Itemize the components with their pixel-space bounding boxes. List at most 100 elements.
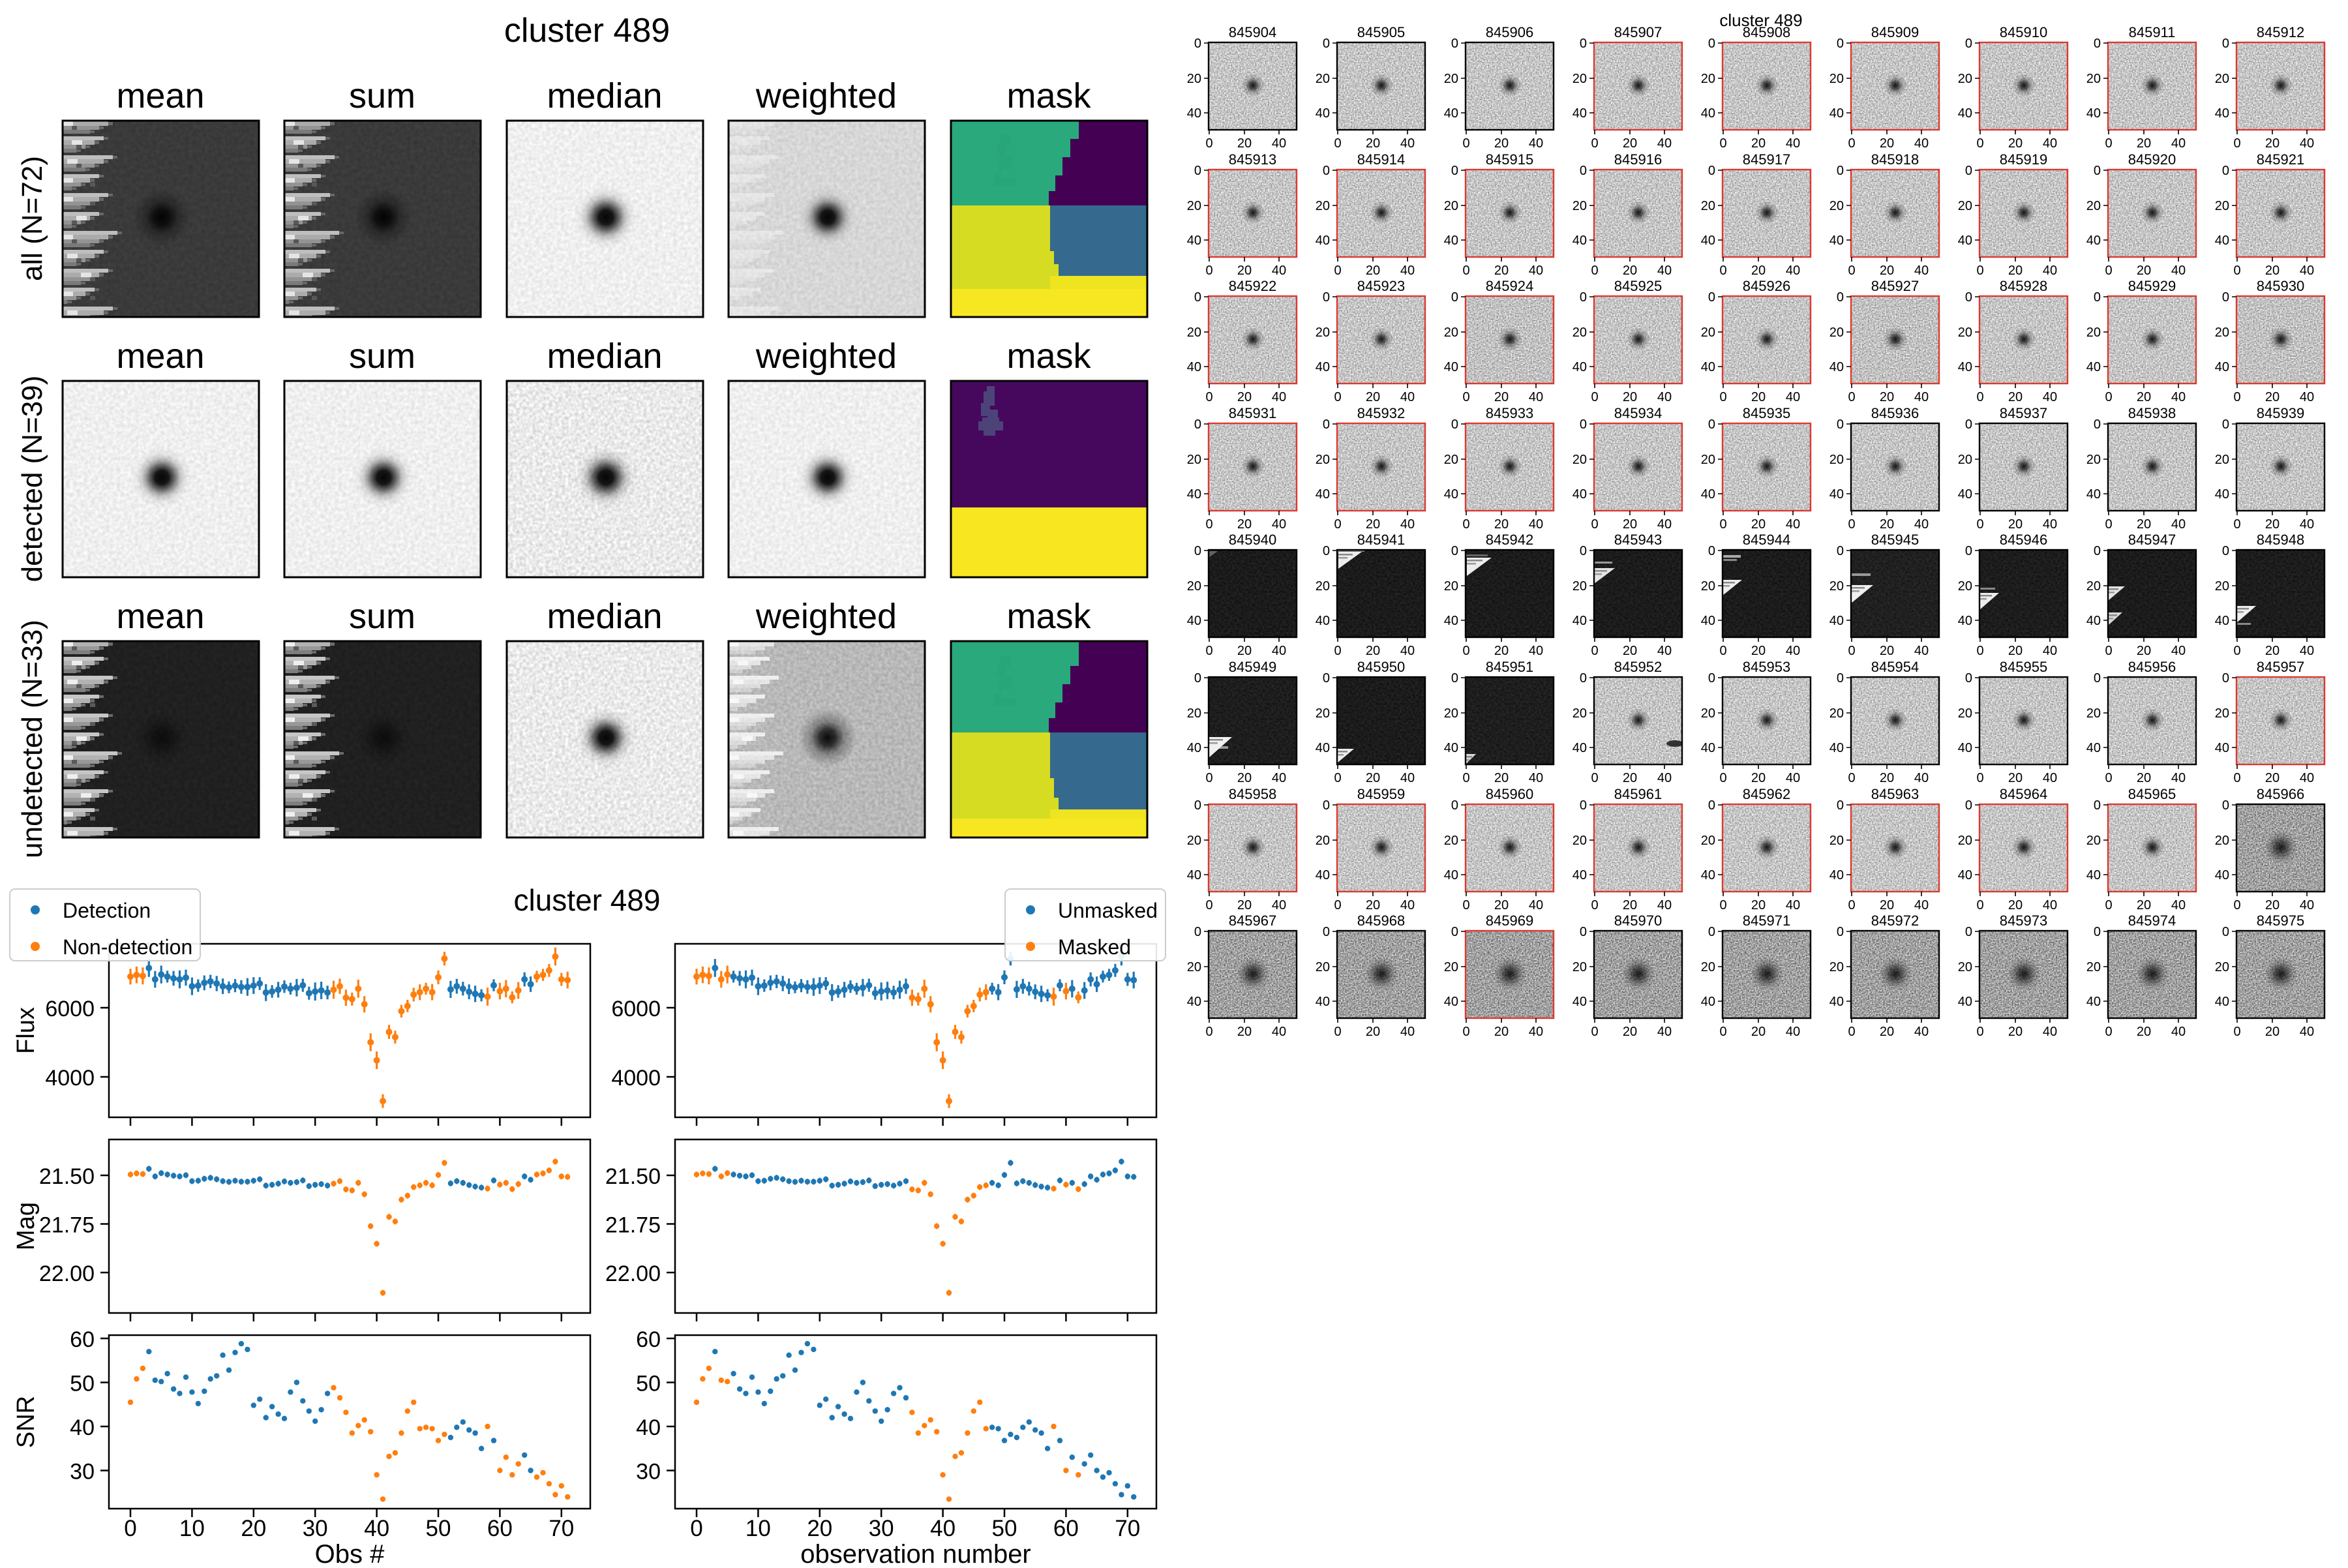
svg-text:mask: mask: [1006, 337, 1091, 376]
svg-text:40: 40: [1829, 106, 1844, 121]
svg-text:0: 0: [1848, 264, 1855, 278]
svg-text:40: 40: [2300, 390, 2314, 404]
svg-text:40: 40: [1400, 264, 1415, 278]
svg-text:845964: 845964: [2000, 786, 2047, 802]
svg-text:20: 20: [1958, 834, 1972, 848]
svg-text:20: 20: [1494, 264, 1509, 278]
svg-text:0: 0: [1451, 164, 1458, 178]
svg-text:845974: 845974: [2128, 912, 2176, 929]
svg-text:40: 40: [1444, 614, 1458, 628]
svg-text:60: 60: [70, 1327, 95, 1352]
svg-text:40: 40: [1958, 995, 1972, 1009]
svg-text:20: 20: [1829, 834, 1844, 848]
svg-text:0: 0: [2105, 136, 2112, 151]
svg-text:845917: 845917: [1743, 151, 1790, 168]
svg-text:40: 40: [1958, 487, 1972, 502]
svg-text:40: 40: [2215, 360, 2229, 374]
svg-text:40: 40: [1786, 771, 1800, 785]
svg-text:0: 0: [2105, 1025, 2112, 1039]
svg-text:40: 40: [2086, 487, 2101, 502]
svg-text:0: 0: [1205, 390, 1212, 404]
svg-text:40: 40: [2086, 360, 2101, 374]
svg-text:20: 20: [2265, 390, 2280, 404]
svg-text:20: 20: [1573, 706, 1587, 721]
svg-text:20: 20: [1237, 771, 1252, 785]
svg-text:20: 20: [1366, 771, 1380, 785]
svg-text:0: 0: [1323, 544, 1330, 558]
svg-text:845958: 845958: [1229, 786, 1276, 802]
svg-text:40: 40: [1187, 995, 1201, 1009]
svg-text:40: 40: [2043, 771, 2057, 785]
svg-text:40: 40: [1316, 741, 1330, 755]
svg-text:40: 40: [1529, 771, 1543, 785]
svg-text:20: 20: [1316, 325, 1330, 340]
svg-text:0: 0: [1194, 798, 1201, 813]
svg-text:20: 20: [1237, 264, 1252, 278]
svg-text:40: 40: [2086, 106, 2101, 121]
svg-text:0: 0: [1591, 1025, 1598, 1039]
svg-text:0: 0: [1194, 671, 1201, 686]
svg-text:0: 0: [1451, 798, 1458, 813]
svg-text:50: 50: [636, 1372, 661, 1396]
svg-text:40: 40: [1316, 360, 1330, 374]
svg-text:40: 40: [1316, 995, 1330, 1009]
svg-text:845940: 845940: [1229, 532, 1276, 548]
svg-text:845922: 845922: [1229, 278, 1276, 294]
svg-text:845932: 845932: [1357, 405, 1405, 421]
svg-text:20: 20: [1494, 517, 1509, 532]
svg-text:40: 40: [1701, 614, 1715, 628]
svg-text:sum: sum: [349, 597, 415, 636]
svg-text:40: 40: [2171, 136, 2186, 151]
svg-text:845973: 845973: [2000, 912, 2047, 929]
svg-text:40: 40: [1786, 264, 1800, 278]
svg-text:0: 0: [2233, 1025, 2240, 1039]
svg-text:mask: mask: [1006, 76, 1091, 115]
svg-text:60: 60: [487, 1516, 513, 1541]
svg-text:0: 0: [2094, 925, 2101, 939]
svg-text:0: 0: [1965, 925, 1972, 939]
svg-text:845914: 845914: [1357, 151, 1405, 168]
svg-text:0: 0: [1323, 798, 1330, 813]
svg-text:cluster 489: cluster 489: [513, 883, 660, 917]
svg-text:mask: mask: [1006, 597, 1091, 636]
svg-text:mean: mean: [116, 597, 204, 636]
svg-text:Masked: Masked: [1058, 935, 1131, 959]
svg-text:30: 30: [303, 1516, 328, 1541]
svg-text:40: 40: [2086, 234, 2101, 248]
svg-text:20: 20: [1573, 72, 1587, 86]
svg-text:20: 20: [1187, 453, 1201, 467]
svg-text:20: 20: [1573, 834, 1587, 848]
svg-text:20: 20: [2215, 199, 2229, 213]
svg-text:40: 40: [1529, 644, 1543, 658]
svg-text:0: 0: [1334, 771, 1341, 785]
svg-text:40: 40: [1958, 234, 1972, 248]
svg-text:845912: 845912: [2257, 24, 2304, 40]
svg-text:0: 0: [1334, 264, 1341, 278]
svg-text:0: 0: [1965, 164, 1972, 178]
svg-text:20: 20: [1751, 136, 1766, 151]
svg-text:845928: 845928: [2000, 278, 2047, 294]
svg-text:20: 20: [1187, 579, 1201, 594]
svg-text:0: 0: [1719, 898, 1726, 912]
svg-text:20: 20: [1237, 1025, 1252, 1039]
svg-text:40: 40: [1529, 898, 1543, 912]
svg-text:20: 20: [1751, 771, 1766, 785]
svg-text:0: 0: [1205, 644, 1212, 658]
svg-text:0: 0: [1591, 644, 1598, 658]
svg-text:20: 20: [1880, 644, 1894, 658]
svg-text:40: 40: [1958, 614, 1972, 628]
svg-text:0: 0: [2094, 798, 2101, 813]
svg-text:845972: 845972: [1871, 912, 1919, 929]
svg-text:845957: 845957: [2257, 659, 2304, 675]
svg-text:40: 40: [1316, 106, 1330, 121]
svg-text:0: 0: [1451, 671, 1458, 686]
svg-text:0: 0: [1323, 417, 1330, 432]
svg-text:0: 0: [1462, 771, 1469, 785]
svg-text:845968: 845968: [1357, 912, 1405, 929]
svg-text:0: 0: [2094, 37, 2101, 51]
svg-text:40: 40: [2215, 487, 2229, 502]
svg-text:40: 40: [2171, 390, 2186, 404]
svg-text:30: 30: [869, 1516, 894, 1541]
svg-text:30: 30: [70, 1460, 95, 1485]
svg-text:40: 40: [1914, 771, 1929, 785]
